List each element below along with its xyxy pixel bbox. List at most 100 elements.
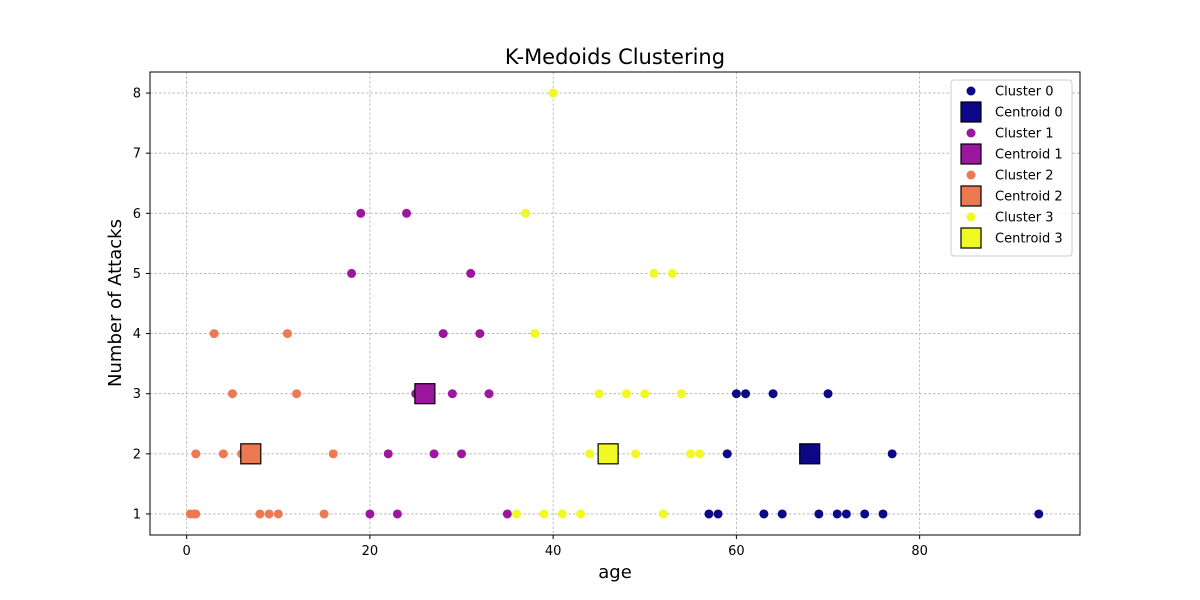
grid-lines — [150, 72, 1080, 535]
legend-label-centroid-1: Centroid 1 — [995, 148, 1063, 163]
cluster-0-point — [887, 449, 897, 459]
x-tick-label: 0 — [183, 544, 191, 559]
cluster-3-point — [695, 449, 705, 459]
legend-marker-cluster-2 — [966, 170, 976, 180]
cluster-3-point — [621, 389, 631, 399]
cluster-0-point — [722, 449, 732, 459]
cluster-1-point — [347, 268, 357, 278]
cluster-0-point — [759, 509, 769, 519]
legend-box — [950, 79, 1073, 257]
y-tick-label: 2 — [133, 447, 141, 462]
y-tick-label: 4 — [133, 327, 141, 342]
x-tick-label: 60 — [728, 544, 745, 559]
cluster-1-point — [447, 389, 457, 399]
cluster-1-point — [457, 449, 467, 459]
cluster-2-point — [191, 509, 201, 519]
cluster-0-point — [832, 509, 842, 519]
cluster-0-point — [713, 509, 723, 519]
cluster-3-point — [557, 509, 567, 519]
cluster-0-point — [768, 389, 778, 399]
legend-label-cluster-0: Cluster 0 — [995, 85, 1054, 100]
cluster-3-point — [640, 389, 650, 399]
cluster-3-point — [686, 449, 696, 459]
legend-marker-centroid-0 — [960, 101, 982, 123]
cluster-1-point — [402, 208, 412, 218]
cluster-0-point — [731, 389, 741, 399]
cluster-0-point — [1034, 509, 1044, 519]
data-points — [185, 88, 1044, 519]
cluster-3-point — [521, 208, 531, 218]
cluster-0-point — [741, 389, 751, 399]
legend-marker-cluster-0 — [966, 86, 976, 96]
cluster-2-point — [292, 389, 302, 399]
cluster-2-point — [209, 329, 219, 339]
legend: Cluster 0 Centroid 0 Cluster 1 Centroid 1 Cl… — [950, 79, 1073, 257]
cluster-1-point — [466, 268, 476, 278]
legend-label-centroid-0: Centroid 0 — [995, 106, 1063, 121]
chart-title: K-Medoids Clustering — [505, 45, 725, 69]
centroid-2-marker — [240, 443, 262, 465]
x-tick-label: 40 — [545, 544, 562, 559]
plot-frame — [149, 71, 1081, 536]
legend-marker-centroid-1 — [960, 143, 982, 165]
cluster-1-point — [438, 329, 448, 339]
cluster-1-point — [429, 449, 439, 459]
y-tick-label: 6 — [133, 207, 141, 222]
legend-marker-cluster-3 — [966, 212, 976, 222]
cluster-2-point — [264, 509, 274, 519]
cluster-1-point — [392, 509, 402, 519]
cluster-2-point — [319, 509, 329, 519]
x-axis-title: age — [598, 562, 632, 583]
cluster-1-point — [475, 329, 485, 339]
y-tick-label: 7 — [133, 147, 141, 162]
cluster-0-point — [860, 509, 870, 519]
cluster-3-point — [548, 88, 558, 98]
cluster-0-point — [814, 509, 824, 519]
y-tick-label: 3 — [133, 387, 141, 402]
cluster-3-point — [631, 449, 641, 459]
cluster-0-point — [777, 509, 787, 519]
legend-marker-centroid-2 — [960, 185, 982, 207]
cluster-2-point — [273, 509, 283, 519]
cluster-3-point — [649, 268, 659, 278]
cluster-2-point — [227, 389, 237, 399]
legend-marker-cluster-1 — [966, 128, 976, 138]
centroid-3-marker — [597, 443, 619, 465]
cluster-3-point — [539, 509, 549, 519]
cluster-3-point — [576, 509, 586, 519]
cluster-0-point — [878, 509, 888, 519]
cluster-2-point — [282, 329, 292, 339]
axis-ticks: 0 20 40 60 80 1 2 3 4 5 6 7 8 — [133, 87, 928, 559]
cluster-1-point — [502, 509, 512, 519]
cluster-1-point — [484, 389, 494, 399]
legend-label-centroid-2: Centroid 2 — [995, 190, 1063, 205]
centroid-0-marker — [799, 443, 821, 465]
cluster-3-point — [658, 509, 668, 519]
legend-label-cluster-3: Cluster 3 — [995, 211, 1054, 226]
y-tick-label: 1 — [133, 507, 141, 522]
x-tick-label: 80 — [911, 544, 928, 559]
cluster-0-point — [841, 509, 851, 519]
cluster-1-point — [365, 509, 375, 519]
cluster-1-point — [383, 449, 393, 459]
cluster-1-point — [356, 208, 366, 218]
x-tick-label: 20 — [362, 544, 379, 559]
cluster-3-point — [667, 268, 677, 278]
cluster-0-point — [823, 389, 833, 399]
cluster-3-point — [676, 389, 686, 399]
y-axis-title: Number of Attacks — [105, 219, 126, 387]
y-tick-label: 8 — [133, 87, 141, 102]
cluster-0-point — [704, 509, 714, 519]
legend-label-cluster-2: Cluster 2 — [995, 169, 1054, 184]
y-tick-label: 5 — [133, 267, 141, 282]
cluster-3-point — [512, 509, 522, 519]
legend-label-centroid-3: Centroid 3 — [995, 232, 1063, 247]
centroid-1-marker — [414, 383, 436, 405]
cluster-2-point — [218, 449, 228, 459]
cluster-3-point — [585, 449, 595, 459]
cluster-2-point — [255, 509, 265, 519]
legend-label-cluster-1: Cluster 1 — [995, 127, 1054, 142]
legend-marker-centroid-3 — [960, 227, 982, 249]
cluster-2-point — [191, 449, 201, 459]
